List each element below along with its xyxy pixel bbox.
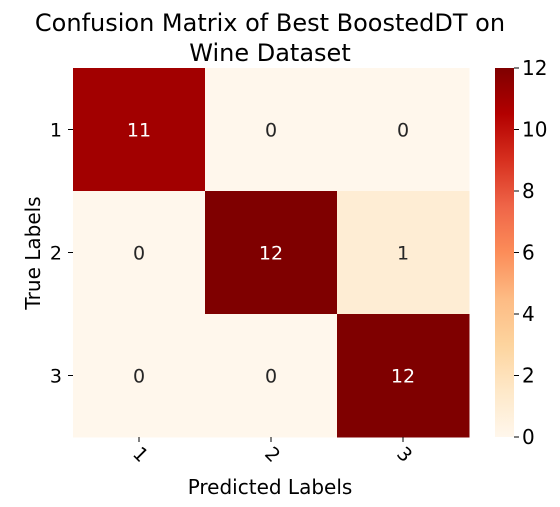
- cell-value-label: 0: [133, 366, 145, 388]
- heatmap-cell: [205, 191, 338, 315]
- colorbar-tick-label: 12: [522, 56, 547, 80]
- y-axis-label: True Labels: [21, 196, 45, 310]
- chart-title-line-1: Confusion Matrix of Best BoostedDT on: [35, 9, 505, 37]
- cell-value-label: 0: [265, 120, 277, 142]
- heatmap-cell: [73, 314, 206, 438]
- heatmap-cell: [73, 191, 206, 315]
- colorbar-tick-label: 0: [522, 425, 535, 449]
- y-tick-label: 1: [50, 120, 62, 142]
- heatmap-cell: [73, 68, 206, 192]
- colorbar-tick-label: 6: [522, 241, 535, 265]
- cell-value-label: 12: [391, 366, 415, 388]
- x-axis-ticks: 1 2 3: [128, 437, 416, 467]
- heatmap-cells: [73, 68, 470, 438]
- colorbar-tick-label: 4: [522, 302, 535, 326]
- chart-title-line-2: Wine Dataset: [189, 39, 350, 67]
- heatmap-cell: [337, 314, 470, 438]
- heatmap-cell: [205, 68, 338, 192]
- cell-value-label: 1: [397, 243, 409, 265]
- y-tick-label: 3: [50, 366, 62, 388]
- y-axis-ticks: 1 2 3: [50, 120, 73, 388]
- heatmap-cell: [337, 191, 470, 315]
- x-tick-label: 3: [392, 443, 416, 467]
- x-tick-label: 2: [260, 443, 284, 467]
- cell-value-label: 11: [127, 120, 151, 142]
- x-tick-label: 1: [128, 443, 152, 467]
- heatmap-cell-labels: 11 0 0 0 12 1 0 0 12: [127, 120, 415, 388]
- colorbar-ticks: 0 2 4 6 8 10 12: [514, 56, 547, 449]
- cell-value-label: 0: [265, 366, 277, 388]
- colorbar-tick-label: 8: [522, 179, 535, 203]
- y-tick-label: 2: [50, 243, 62, 265]
- x-axis-label: Predicted Labels: [188, 475, 353, 499]
- cell-value-label: 0: [397, 120, 409, 142]
- cell-value-label: 12: [259, 243, 283, 265]
- cell-value-label: 0: [133, 243, 145, 265]
- colorbar: [495, 68, 514, 437]
- heatmap-cell: [337, 68, 470, 192]
- colorbar-tick-label: 2: [522, 364, 535, 388]
- heatmap-cell: [205, 314, 338, 438]
- colorbar-tick-label: 10: [522, 118, 547, 142]
